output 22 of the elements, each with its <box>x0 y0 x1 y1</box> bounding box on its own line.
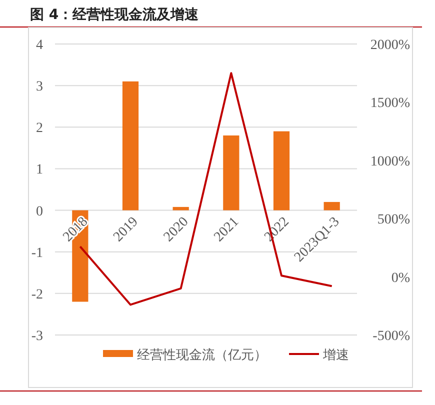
y-tick-label: -3 <box>31 329 43 344</box>
y2-tick-label: 500% <box>377 212 410 228</box>
bar <box>273 131 290 210</box>
legend-label: 增速 <box>322 348 349 363</box>
bar <box>324 202 340 210</box>
y-tick-label: 2 <box>36 121 43 136</box>
bar <box>223 135 240 210</box>
bar <box>122 81 139 210</box>
y2-tick-label: 1500% <box>370 96 410 112</box>
y-tick-label: -2 <box>31 287 43 302</box>
legend-label: 经营性现金流（亿元） <box>137 347 267 363</box>
y-tick-label: 1 <box>36 162 43 178</box>
bar <box>172 206 189 210</box>
y-tick-label: 4 <box>36 38 43 53</box>
y2-tick-label: 2000% <box>370 38 410 53</box>
y-tick-label: 0 <box>36 204 43 220</box>
y2-tick-label: 1000% <box>370 154 410 170</box>
y-tick-label: -1 <box>31 246 43 261</box>
y2-tick-label: 0% <box>391 270 410 286</box>
y-tick-label: 3 <box>36 80 43 95</box>
chart-title: 图 4：经营性现金流及增速 <box>30 6 200 23</box>
y2-tick-label: -500% <box>372 329 410 344</box>
